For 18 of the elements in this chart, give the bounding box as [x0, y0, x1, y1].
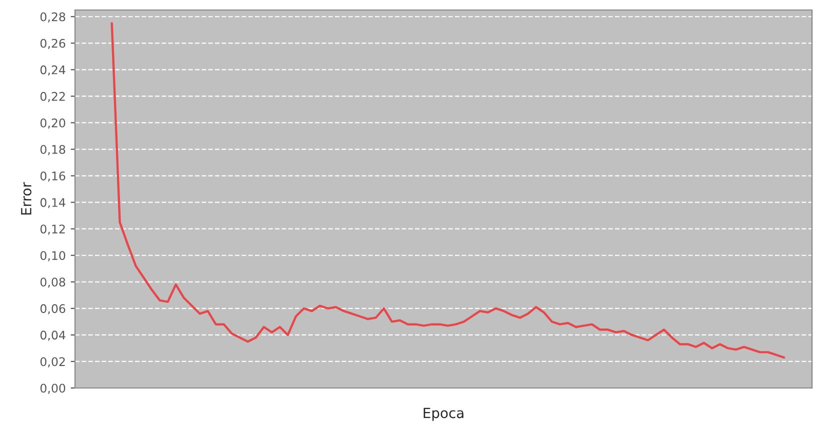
y-tick-label: 0,06: [40, 304, 66, 314]
y-tick-label: 0,22: [40, 92, 65, 102]
line-series: [110, 22, 786, 359]
y-tick-label: 0,02: [40, 357, 65, 368]
y-tick-label: 0,20: [40, 118, 66, 129]
y-tick-label: 0,14: [40, 198, 66, 208]
x-axis-title: Epoca: [424, 408, 464, 421]
y-tick-label: 0,24: [40, 65, 66, 76]
y-axis-title: Error: [21, 182, 32, 215]
y-tick-label: 0,28: [40, 12, 66, 22]
y-tick-label: 0,16: [40, 172, 66, 182]
y-tick-label: 0,00: [40, 384, 66, 394]
y-tick-label: 0,08: [40, 278, 66, 288]
y-tick-label: 0,10: [40, 251, 66, 262]
y-tick-label: 0,04: [40, 330, 66, 341]
y-tick-label: 0,12: [40, 224, 65, 235]
y-tick-label: 0,26: [40, 38, 66, 50]
y-tick-label: 0,18: [40, 144, 66, 156]
